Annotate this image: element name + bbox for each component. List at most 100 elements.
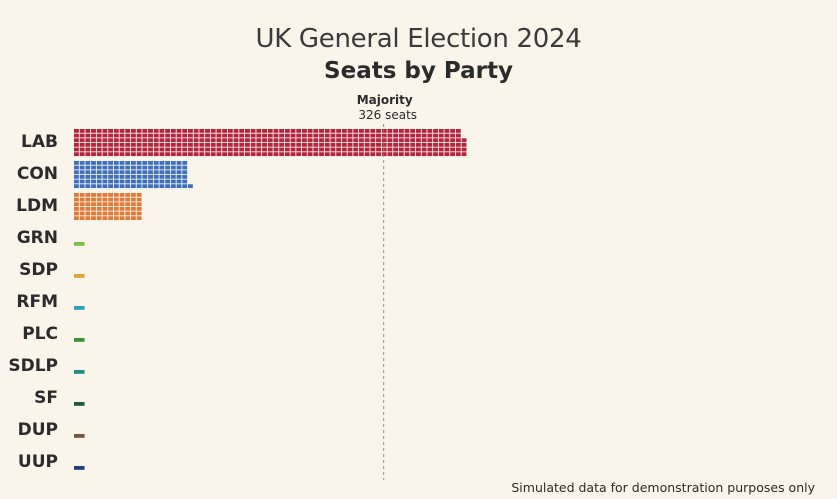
seat-cell	[148, 161, 153, 165]
seat-bar-grn	[74, 242, 85, 246]
seat-cell	[142, 138, 148, 143]
seat-cell	[387, 129, 393, 133]
seat-cell	[108, 138, 114, 143]
seat-cell	[438, 147, 444, 152]
seat-cell	[182, 174, 188, 179]
seat-cell	[381, 133, 387, 138]
seat-cell	[416, 133, 421, 138]
seat-cell	[450, 138, 456, 143]
seat-cell	[159, 138, 165, 143]
seat-cell	[170, 165, 176, 170]
seat-cell	[222, 142, 228, 147]
seat-cell	[455, 129, 461, 133]
seat-cell	[370, 147, 376, 152]
seat-cell	[131, 147, 136, 152]
seat-cell	[142, 165, 148, 170]
seat-cell	[410, 152, 416, 157]
seat-cell	[119, 216, 125, 221]
seat-cell	[302, 133, 307, 138]
seat-cell	[359, 147, 364, 152]
seat-cell	[170, 138, 176, 143]
seat-cell	[290, 147, 296, 152]
seat-cell	[455, 147, 461, 152]
seat-cell	[85, 174, 91, 179]
seat-cell	[79, 165, 85, 170]
seat-cell	[113, 152, 119, 157]
seat-cell	[131, 161, 136, 165]
seat-cell	[102, 197, 108, 202]
seat-cell	[131, 165, 136, 170]
seat-cell	[302, 147, 307, 152]
seat-cell	[131, 179, 136, 184]
seat-cell	[85, 193, 91, 197]
seat-cell	[136, 165, 142, 170]
seat-cell	[410, 142, 416, 147]
seat-cell	[142, 161, 148, 165]
seat-cell	[74, 193, 79, 197]
seat-cell	[91, 202, 96, 207]
seat-cell	[341, 142, 347, 147]
seat-cell	[393, 142, 399, 147]
seat-cell	[131, 174, 136, 179]
seat-cell	[233, 138, 239, 143]
seat-cell	[113, 133, 119, 138]
seat-cell	[91, 197, 96, 202]
seat-cell	[85, 197, 91, 202]
seat-cell	[444, 133, 450, 138]
seat-cell	[136, 161, 142, 165]
seat-cell	[273, 147, 279, 152]
seat-cell	[256, 147, 262, 152]
seat-cell	[153, 170, 159, 175]
seat-cell	[210, 147, 216, 152]
seat-cell	[79, 202, 85, 207]
seat-cell	[91, 170, 96, 175]
seat-cell	[205, 152, 210, 157]
seat-cell	[119, 174, 125, 179]
seat-cell	[142, 184, 148, 189]
seat-cell	[102, 202, 108, 207]
seat-cell	[262, 138, 267, 143]
seat-cell	[119, 202, 125, 207]
seat-cell	[170, 161, 176, 165]
seat-cell	[273, 142, 279, 147]
seat-cell	[296, 152, 302, 157]
seat-cell	[330, 129, 336, 133]
seat-cell	[461, 142, 467, 147]
seat-cell	[444, 147, 450, 152]
seat-cell	[96, 161, 102, 165]
seat-cell	[85, 133, 91, 138]
seat-cell	[404, 142, 410, 147]
seat-cell	[74, 184, 79, 189]
seat-cell	[176, 147, 182, 152]
seat-cell	[245, 138, 250, 143]
seat-cell	[319, 152, 324, 157]
seat-cell	[119, 179, 125, 184]
seat-cell	[125, 202, 131, 207]
seat-cell	[216, 138, 222, 143]
seat-cell	[125, 184, 131, 189]
seat-cell	[125, 129, 131, 133]
seat-cell	[199, 138, 205, 143]
seat-cell	[136, 211, 142, 216]
seat-cell	[381, 142, 387, 147]
seat-cell	[290, 142, 296, 147]
seat-cell	[125, 165, 131, 170]
seat-cell	[341, 133, 347, 138]
seat-cell	[284, 129, 290, 133]
seat-cell	[96, 129, 102, 133]
seat-cell	[85, 179, 91, 184]
seat-cell	[108, 174, 114, 179]
seat-cell	[227, 133, 233, 138]
seat-cell	[290, 138, 296, 143]
seat-cell	[353, 142, 359, 147]
seat-cell	[199, 152, 205, 157]
seat-cell	[262, 142, 267, 147]
seat-cell	[182, 129, 188, 133]
seat-cell	[91, 174, 96, 179]
seat-cell	[302, 129, 307, 133]
seat-cell	[347, 142, 353, 147]
seat-cell	[233, 142, 239, 147]
seat-cell	[165, 129, 171, 133]
seat-cell	[210, 152, 216, 157]
seat-cell	[393, 138, 399, 143]
